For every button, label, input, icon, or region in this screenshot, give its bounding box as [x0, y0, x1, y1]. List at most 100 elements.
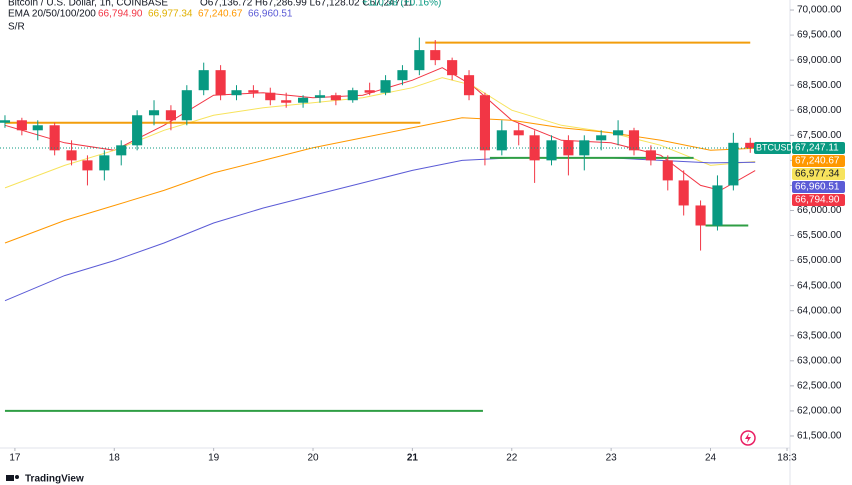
candle-body	[447, 60, 458, 76]
candle-body	[628, 130, 640, 151]
candle-body	[132, 115, 143, 146]
symbol: Bitcoin / U.S. Dollar, 1h, COINBASE	[8, 0, 168, 9]
ema-line	[4, 157, 756, 302]
price-label-box	[792, 154, 845, 167]
y-tick-label: 63,500.00	[797, 330, 842, 341]
candle-body	[397, 70, 408, 81]
candle-body	[695, 205, 706, 226]
candle-body	[148, 110, 160, 116]
y-tick-label: 66,000.00	[797, 205, 842, 216]
candle-body	[314, 95, 326, 98]
candle-body	[745, 142, 756, 148]
candle-body	[265, 92, 276, 101]
alert-icon[interactable]	[740, 430, 756, 446]
ema-line	[4, 77, 756, 189]
y-tick-label: 65,500.00	[797, 230, 842, 241]
candle-body	[215, 70, 226, 96]
y-tick-label: 63,000.00	[797, 355, 842, 366]
candle-body	[579, 140, 590, 156]
candle-body	[231, 90, 242, 96]
y-tick-label: 65,000.00	[797, 255, 842, 266]
alert-circle[interactable]	[740, 430, 756, 446]
price-label-box	[792, 167, 845, 180]
candle-body	[16, 120, 27, 131]
ema-values: 66,794.90 66,977.34 67,240.67 66,960.51	[98, 9, 293, 20]
candle-body	[430, 50, 441, 61]
candle-body	[380, 80, 391, 93]
candle-body	[563, 140, 574, 156]
candle-body	[32, 125, 43, 131]
price-label-box	[792, 141, 845, 154]
candle-body	[513, 130, 524, 136]
price-label: 66,794.90	[795, 195, 840, 206]
x-tick-label: 18	[109, 453, 121, 464]
x-tick-label: 24	[705, 453, 717, 464]
price-label-box	[792, 180, 845, 193]
candle-body	[66, 150, 77, 161]
candle-body	[678, 180, 689, 206]
candle-body	[645, 150, 656, 161]
candle-body	[116, 145, 127, 156]
candle-body	[414, 50, 425, 71]
ema-value: 66,794.90	[98, 9, 143, 20]
y-tick-label: 61,500.00	[797, 431, 842, 442]
candle-body	[298, 97, 309, 103]
price-label: 66,977.34	[795, 169, 840, 180]
candle-body	[728, 142, 739, 186]
candle-body	[0, 120, 11, 123]
y-tick-label: 64,000.00	[797, 305, 842, 316]
y-tick-label: 68,500.00	[797, 80, 842, 91]
candle-body	[49, 125, 60, 151]
x-tick-label: 18:3	[777, 453, 797, 464]
x-tick-label: 19	[208, 453, 220, 464]
x-tick-label: 20	[307, 453, 319, 464]
logo: TradingView	[6, 474, 84, 485]
ohlc: O67,136.72 H67,286.99 L67,128.02 C67,247…	[200, 0, 414, 9]
y-tick-label: 69,500.00	[797, 30, 842, 41]
candle-body	[99, 155, 110, 171]
price-label: 67,240.67	[795, 156, 840, 167]
candle-body	[364, 90, 375, 93]
candle-body	[330, 95, 341, 101]
y-tick-label: 62,000.00	[797, 406, 842, 417]
ema-value: 67,240.67	[198, 9, 243, 20]
logo-icon	[15, 475, 19, 479]
candle-body	[613, 130, 624, 136]
y-tick-label: 64,500.00	[797, 280, 842, 291]
ema-value: 66,960.51	[248, 9, 293, 20]
candle-body	[662, 160, 673, 181]
axes: 61,500.00 62,000.00 62,500.00 63,000.00 63,5…	[9, 5, 842, 464]
x-tick-label: 17	[9, 453, 21, 464]
candle-body	[165, 110, 176, 121]
candle-body	[496, 130, 507, 151]
candle-body	[463, 75, 475, 96]
symbol-label: BTCUSD	[756, 142, 794, 152]
plot-area	[0, 37, 790, 412]
candle-body	[281, 100, 292, 103]
header: Bitcoin / U.S. Dollar, 1h, COINBASE O67,…	[8, 0, 441, 33]
price-label: 66,960.51	[795, 182, 840, 193]
y-tick-label: 67,500.00	[797, 130, 842, 141]
price-label: 67,247.11	[795, 143, 839, 154]
candle-body	[596, 135, 607, 141]
candle-body	[198, 70, 209, 91]
ema-value: 66,977.34	[148, 9, 193, 20]
logo-icon	[6, 475, 14, 481]
symbol-label-box	[754, 141, 791, 154]
ema-title: EMA 20/50/100/200	[8, 9, 96, 20]
price-label-box	[792, 193, 845, 206]
candle-body	[479, 95, 490, 151]
x-tick-label: 23	[606, 453, 618, 464]
y-tick-label: 62,500.00	[797, 381, 842, 392]
change: +110.38 (+0.16%)	[362, 0, 441, 9]
sr-title: S/R	[8, 22, 25, 33]
y-tick-label: 69,000.00	[797, 55, 842, 66]
candle-body	[82, 160, 93, 171]
candle-body	[546, 140, 557, 161]
alert-bolt[interactable]	[745, 433, 751, 443]
candle-body	[248, 90, 259, 93]
candle-body	[712, 185, 723, 226]
ema-line	[4, 117, 756, 244]
